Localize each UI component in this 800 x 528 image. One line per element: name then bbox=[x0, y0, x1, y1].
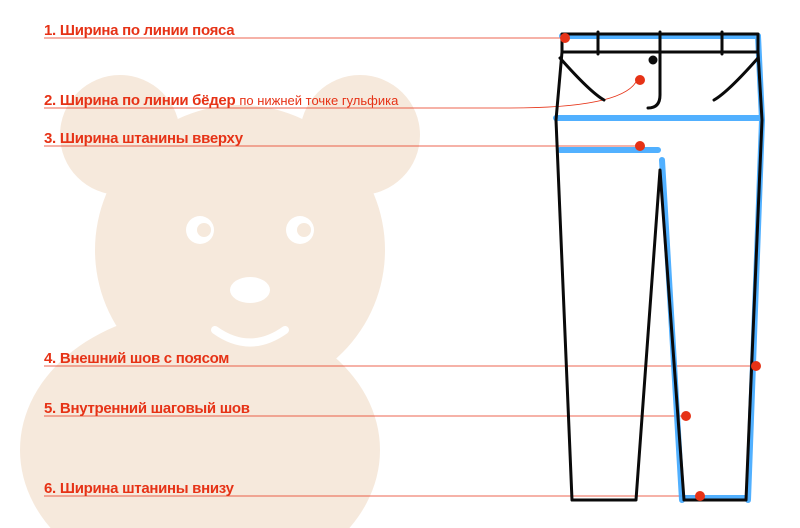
label-4-text: Внешний шов с поясом bbox=[60, 350, 229, 367]
label-2-sub: по нижней точке гульфика bbox=[239, 93, 398, 108]
label-5: 5. Внутренний шаговый шов bbox=[44, 400, 250, 417]
label-6-text: Ширина штанины внизу bbox=[60, 480, 234, 497]
label-3-num: 3. bbox=[44, 130, 56, 147]
label-5-text: Внутренний шаговый шов bbox=[60, 400, 250, 417]
label-4-num: 4. bbox=[44, 350, 56, 367]
label-2: 2. Ширина по линии бёдер по нижней точке… bbox=[44, 92, 398, 109]
label-3: 3. Ширина штанины вверху bbox=[44, 130, 243, 147]
label-6-num: 6. bbox=[44, 480, 56, 497]
measurement-highlights bbox=[556, 36, 762, 500]
label-1-text: Ширина по линии пояса bbox=[60, 22, 234, 39]
label-6: 6. Ширина штанины внизу bbox=[44, 480, 234, 497]
diagram-svg bbox=[0, 0, 800, 528]
label-2-num: 2. bbox=[44, 92, 56, 109]
label-2-text: Ширина по линии бёдер bbox=[60, 92, 235, 109]
label-1: 1. Ширина по линии пояса bbox=[44, 22, 234, 39]
marker-dots bbox=[560, 33, 761, 501]
label-3-text: Ширина штанины вверху bbox=[60, 130, 243, 147]
label-5-num: 5. bbox=[44, 400, 56, 417]
pants-outline bbox=[556, 32, 762, 500]
label-4: 4. Внешний шов с поясом bbox=[44, 350, 229, 367]
label-1-num: 1. bbox=[44, 22, 56, 39]
